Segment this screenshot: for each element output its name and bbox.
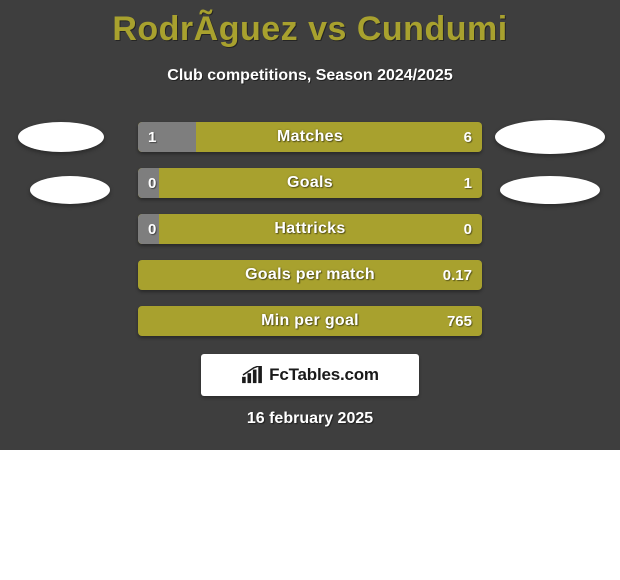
stat-bar: 1Matches6: [138, 122, 482, 152]
stat-value-left: 0: [148, 214, 156, 244]
stat-label: Goals per match: [138, 260, 482, 290]
player-oval: [18, 122, 104, 152]
bars-icon: [241, 366, 263, 384]
stat-bar: 0Goals1: [138, 168, 482, 198]
page-title: RodrÃ­guez vs Cundumi: [0, 0, 620, 49]
stat-bar: Goals per match0.17: [138, 260, 482, 290]
subtitle: Club competitions, Season 2024/2025: [0, 67, 620, 85]
stats-bars: 1Matches60Goals10Hattricks0Goals per mat…: [138, 122, 482, 352]
stat-bar-left-fill: [138, 122, 196, 152]
player-oval: [500, 176, 600, 204]
player-oval: [495, 120, 605, 154]
stat-value-right: 6: [464, 122, 472, 152]
stat-value-left: 0: [148, 168, 156, 198]
stat-label: Goals: [138, 168, 482, 198]
snapshot-date: 16 february 2025: [0, 410, 620, 428]
stat-value-right: 1: [464, 168, 472, 198]
stat-label: Hattricks: [138, 214, 482, 244]
brand-badge: FcTables.com: [201, 354, 419, 396]
brand-text: FcTables.com: [269, 365, 379, 385]
player-oval: [30, 176, 110, 204]
stat-value-right: 0: [464, 214, 472, 244]
stat-bar: 0Hattricks0: [138, 214, 482, 244]
stat-value-left: 1: [148, 122, 156, 152]
stat-bar: Min per goal765: [138, 306, 482, 336]
comparison-panel: RodrÃ­guez vs Cundumi Club competitions,…: [0, 0, 620, 450]
stat-label: Min per goal: [138, 306, 482, 336]
stat-value-right: 765: [447, 306, 472, 336]
stat-value-right: 0.17: [443, 260, 472, 290]
